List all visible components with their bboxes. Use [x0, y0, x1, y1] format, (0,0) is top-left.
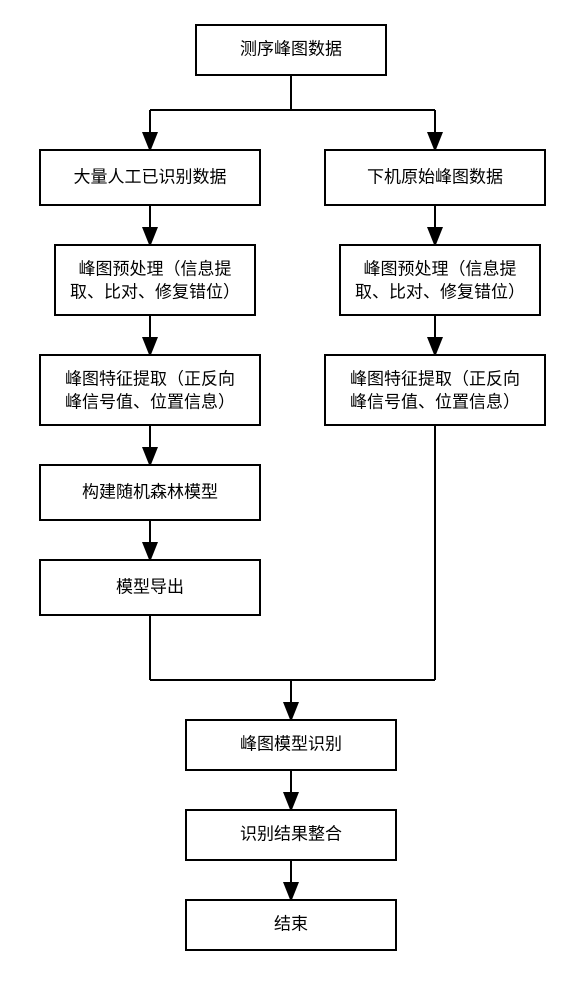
node-bottom3-label: 结束	[274, 914, 308, 933]
node-right3	[325, 355, 545, 425]
node-left2-line2: 取、比对、修复错位）	[70, 282, 240, 301]
node-left3-line2: 峰信号值、位置信息）	[65, 392, 235, 411]
node-right2-line2: 取、比对、修复错位）	[355, 282, 525, 301]
node-left2-line1: 峰图预处理（信息提	[79, 259, 232, 278]
node-right1-label: 下机原始峰图数据	[367, 167, 503, 186]
node-right3-line1: 峰图特征提取（正反向	[350, 369, 520, 388]
node-bottom2-label: 识别结果整合	[240, 824, 342, 843]
node-right3-line2: 峰信号值、位置信息）	[350, 392, 520, 411]
node-left3	[40, 355, 260, 425]
flowchart-canvas: 测序峰图数据 大量人工已识别数据 峰图预处理（信息提 取、比对、修复错位） 峰图…	[0, 0, 583, 1000]
node-left2	[55, 245, 255, 315]
node-bottom1-label: 峰图模型识别	[240, 734, 342, 753]
node-right2-line1: 峰图预处理（信息提	[364, 259, 517, 278]
node-left4-label: 构建随机森林模型	[82, 482, 218, 501]
node-right2	[340, 245, 540, 315]
node-left1-label: 大量人工已识别数据	[74, 167, 227, 186]
node-top-label: 测序峰图数据	[240, 39, 342, 58]
node-left3-line1: 峰图特征提取（正反向	[65, 369, 235, 388]
node-left5-label: 模型导出	[116, 577, 184, 596]
